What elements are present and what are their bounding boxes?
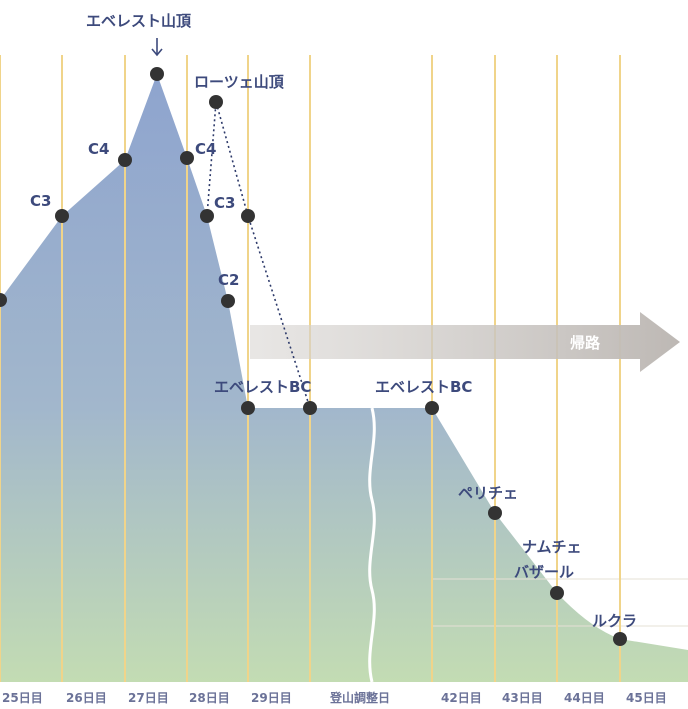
- return-label: 帰路: [570, 334, 601, 352]
- marker-bc-1: [241, 401, 255, 415]
- day-label: 27日目: [128, 691, 169, 705]
- label-namche-2: バザール: [514, 563, 574, 581]
- marker-namche: [550, 586, 564, 600]
- marker-lukla: [613, 632, 627, 646]
- label-c3-left: C3: [30, 192, 51, 210]
- label-everest-bc-2: エベレストBC: [375, 378, 472, 396]
- marker-bc-2: [303, 401, 317, 415]
- altitude-area: [0, 74, 688, 682]
- day-label: 29日目: [251, 691, 292, 705]
- day-label: 28日目: [189, 691, 230, 705]
- marker-c4-left: [118, 153, 132, 167]
- label-lhotse-summit: ローツェ山頂: [194, 73, 285, 91]
- summit-pointer-arrow: [151, 38, 163, 57]
- label-c2: C2: [218, 271, 239, 289]
- marker-c3-right-a: [200, 209, 214, 223]
- marker-lhotse-summit: [209, 95, 223, 109]
- day-label: 45日目: [626, 691, 667, 705]
- marker-c4-right: [180, 151, 194, 165]
- marker-periche: [488, 506, 502, 520]
- day-label: 25日目: [2, 691, 43, 705]
- label-periche: ペリチェ: [458, 484, 518, 502]
- day-label: 26日目: [66, 691, 107, 705]
- marker-c3-left: [55, 209, 69, 223]
- marker-bc-3: [425, 401, 439, 415]
- marker-c3-right-b: [241, 209, 255, 223]
- markers: [0, 67, 627, 646]
- label-c3-right: C3: [214, 194, 235, 212]
- label-c4-right: C4: [195, 140, 216, 158]
- label-namche-1: ナムチェ: [522, 538, 582, 556]
- return-arrow: [250, 312, 680, 372]
- marker-c2: [221, 294, 235, 308]
- break-squiggle: [368, 407, 376, 683]
- marker-c2-left: [0, 293, 7, 307]
- day-labels: 25日目 26日目 27日目 28日目 29日目 登山調整日 42日目 43日目…: [2, 690, 667, 705]
- label-everest-summit: エベレスト山頂: [86, 12, 192, 30]
- day-label: 43日目: [502, 691, 543, 705]
- label-c4-left: C4: [88, 140, 109, 158]
- day-label: 44日目: [564, 691, 605, 705]
- label-lukla: ルクラ: [592, 612, 637, 630]
- day-label: 42日目: [441, 691, 482, 705]
- label-everest-bc-1: エベレストBC: [214, 378, 311, 396]
- day-label: 登山調整日: [329, 690, 390, 705]
- marker-everest-summit: [150, 67, 164, 81]
